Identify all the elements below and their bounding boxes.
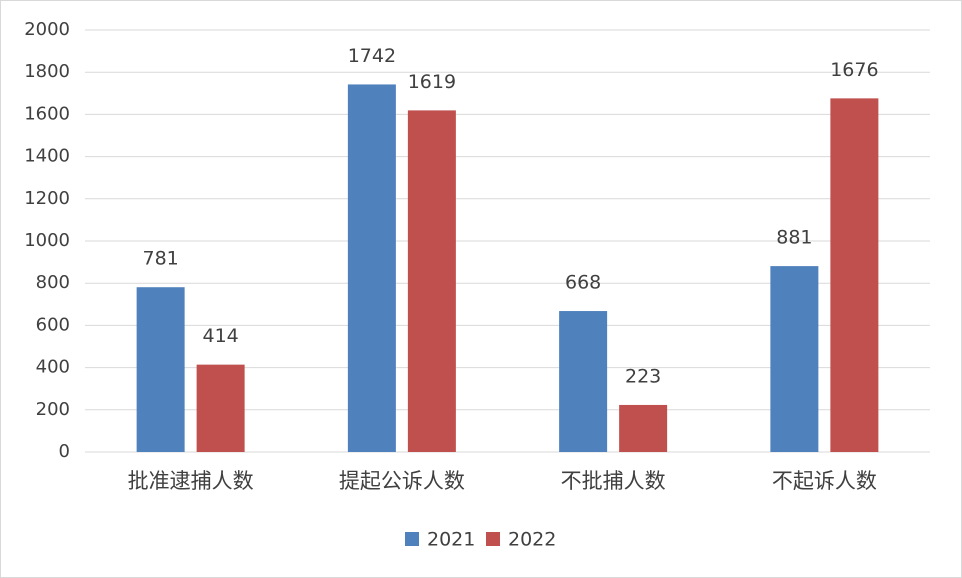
value-label: 1619 [408, 71, 456, 93]
y-tick-label: 1000 [24, 230, 70, 251]
x-tick-label: 不批捕人数 [561, 469, 666, 493]
x-tick-label: 提起公诉人数 [339, 469, 465, 493]
value-label: 781 [142, 248, 178, 270]
y-tick-label: 1400 [24, 146, 70, 167]
y-tick-label: 0 [59, 441, 70, 462]
bar [407, 110, 456, 453]
legend-swatch [405, 532, 419, 546]
bar [136, 287, 185, 452]
value-label: 223 [625, 365, 661, 387]
x-tick-label: 批准逮捕人数 [128, 469, 254, 493]
y-tick-label: 1200 [24, 188, 70, 209]
y-tick-label: 2000 [24, 19, 70, 40]
y-tick-label: 200 [36, 399, 70, 420]
legend-label: 2021 [427, 529, 475, 551]
bar [770, 266, 819, 452]
x-tick-label: 不起诉人数 [772, 469, 877, 493]
value-label: 668 [565, 272, 601, 294]
y-tick-label: 400 [36, 357, 70, 378]
bar [619, 404, 668, 452]
bar [196, 364, 245, 452]
value-label: 1742 [348, 45, 396, 67]
bar [559, 311, 608, 452]
bar [830, 98, 879, 452]
y-tick-label: 1600 [24, 103, 70, 124]
y-tick-label: 800 [36, 272, 70, 293]
bar [347, 84, 396, 453]
value-label: 1676 [830, 59, 878, 81]
value-label: 414 [202, 325, 238, 347]
legend-label: 2022 [508, 529, 556, 551]
value-label: 881 [776, 227, 812, 249]
y-tick-label: 600 [36, 314, 70, 335]
legend-swatch [486, 532, 500, 546]
y-tick-label: 1800 [24, 61, 70, 82]
